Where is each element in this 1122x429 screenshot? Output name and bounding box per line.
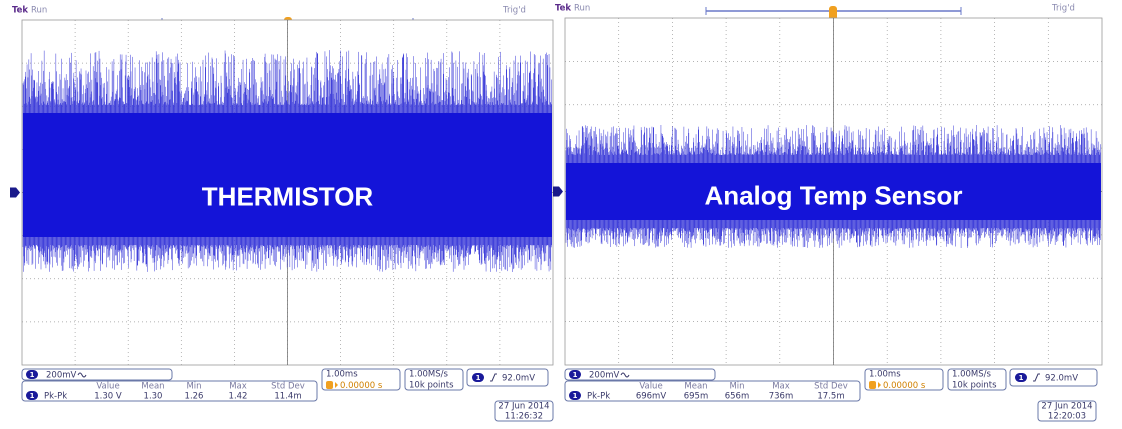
measurement-header: Std Dev	[271, 382, 305, 392]
measurement-value: 17.5m	[817, 392, 844, 402]
measurement-box	[21, 380, 318, 402]
date-box	[494, 400, 554, 422]
waveform-label: Analog Temp Sensor	[704, 180, 962, 210]
trigger-arrow	[878, 382, 881, 388]
channel-number: 1	[1019, 374, 1024, 382]
timebase-box	[864, 368, 944, 391]
waveform-label: THERMISTOR	[202, 181, 374, 211]
measurement-header: Mean	[141, 382, 164, 392]
run-status: Run	[574, 4, 590, 14]
channel-box	[564, 368, 716, 381]
measurement-header: Std Dev	[814, 382, 848, 392]
measurement-value: 1.26	[185, 392, 204, 402]
measurement-value: 695m	[684, 392, 709, 402]
ground-marker	[553, 186, 563, 197]
measurement-box	[564, 380, 861, 402]
channel-number: 1	[30, 392, 35, 400]
measurement-value: 696mV	[636, 392, 667, 402]
timebase: 1.00ms	[326, 370, 358, 380]
ground-marker	[10, 187, 20, 198]
channel-scale: 200mV	[46, 371, 77, 381]
measurement-header: Min	[729, 382, 744, 392]
measurement-header: Min	[186, 382, 201, 392]
measurement-value: 11.4m	[274, 392, 301, 402]
coupling-icon	[620, 372, 630, 378]
edge-icon	[1033, 373, 1040, 382]
timebase-box	[321, 368, 401, 391]
brand: Tek	[555, 4, 571, 14]
brand: Tek	[12, 6, 28, 16]
measurement-value: 656m	[725, 392, 750, 402]
date: 27 Jun 2014	[1041, 402, 1092, 412]
sample-rate: 1.00MS/s	[409, 370, 449, 380]
measurement-value: 1.42	[229, 392, 248, 402]
trigger-status: Trig'd	[1051, 4, 1075, 14]
trigger-status: Trig'd	[502, 6, 526, 16]
trigger-level: 92.0mV	[502, 374, 535, 384]
measurement-header: Max	[229, 382, 247, 392]
measurement-value: 1.30	[144, 392, 163, 402]
time: 11:26:32	[505, 412, 543, 422]
channel-number: 1	[30, 371, 35, 379]
date-box	[1037, 400, 1097, 422]
edge-icon	[490, 373, 497, 382]
channel-number: 1	[476, 374, 481, 382]
channel-badge	[26, 370, 38, 379]
trigger-arrow	[335, 382, 338, 388]
measurement-header: Value	[96, 382, 119, 392]
coupling-icon	[77, 372, 87, 378]
channel-badge	[26, 391, 38, 400]
time: 12:20:03	[1048, 412, 1086, 422]
sample-rate: 1.00MS/s	[952, 370, 992, 380]
record-length: 10k points	[409, 381, 454, 391]
scope-panel: Tek Run Trig'd Analog Temp Sensor 1 200mV Valu…	[553, 4, 1103, 422]
channel-number: 1	[573, 371, 578, 379]
channel-badge	[472, 373, 484, 382]
channel-badge	[1015, 373, 1027, 382]
measurement-value: 736m	[769, 392, 794, 402]
channel-badge	[569, 370, 581, 379]
trigger-icon	[869, 381, 876, 389]
waveform-core	[566, 163, 1101, 220]
waveform-core	[23, 113, 552, 237]
acquisition-box	[947, 368, 1007, 391]
trigger-box	[466, 368, 549, 387]
channel-badge	[569, 391, 581, 400]
channel-scale: 200mV	[589, 371, 620, 381]
measurement-name: Pk-Pk	[44, 392, 67, 402]
measurement-header: Mean	[684, 382, 707, 392]
trigger-icon	[326, 381, 333, 389]
measurement-header: Max	[772, 382, 790, 392]
date: 27 Jun 2014	[498, 402, 549, 412]
acquisition-box	[404, 368, 464, 391]
trigger-position: 0.00000 s	[340, 381, 383, 391]
trigger-level: 92.0mV	[1045, 374, 1078, 384]
measurement-value: 1.30 V	[94, 392, 122, 402]
trigger-position: 0.00000 s	[883, 381, 926, 391]
channel-box	[21, 368, 173, 381]
channel-number: 1	[573, 392, 578, 400]
measurement-header: Value	[639, 382, 662, 392]
record-length: 10k points	[952, 381, 997, 391]
timebase: 1.00ms	[869, 370, 901, 380]
trigger-box	[1009, 368, 1098, 387]
measurement-name: Pk-Pk	[587, 392, 610, 402]
run-status: Run	[31, 6, 47, 16]
